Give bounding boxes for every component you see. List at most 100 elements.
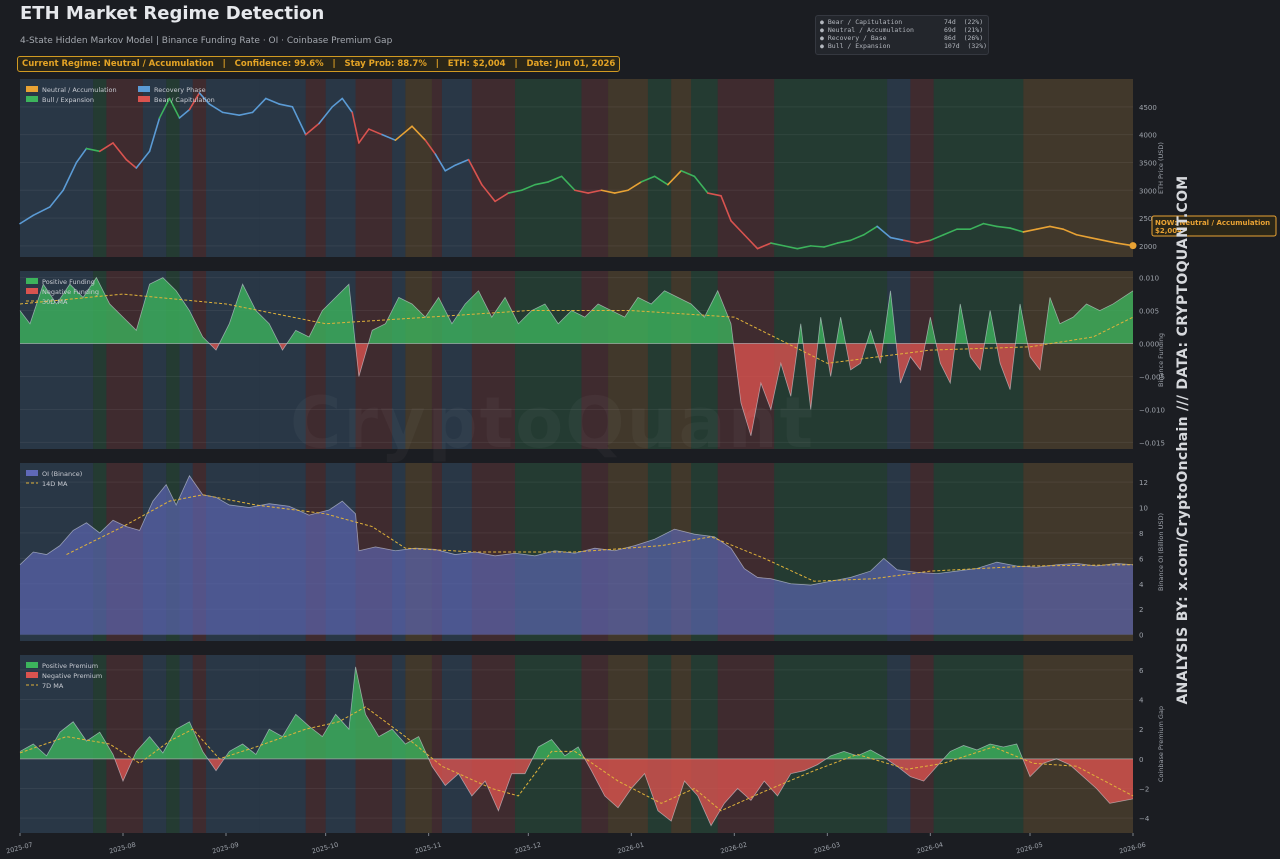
- price-segment: [667, 169, 682, 186]
- regime-band-bear: [355, 79, 393, 257]
- price-segment: [19, 214, 35, 225]
- regime-band-recovery: [887, 655, 911, 833]
- price-segment: [434, 153, 447, 172]
- x-tick-label: 2025-07: [5, 841, 33, 856]
- page-title: ETH Market Regime Detection: [20, 3, 325, 24]
- y-tick-label: −2: [1139, 786, 1149, 794]
- premium-ma-line: [19, 706, 1134, 812]
- price-segment: [809, 245, 825, 248]
- price-segment: [680, 169, 696, 178]
- premium-negative-area: [114, 758, 1133, 826]
- price-segment: [770, 242, 785, 247]
- regime-band-neutral: [608, 79, 648, 257]
- regime-band-bear: [581, 79, 609, 257]
- price-segment: [613, 189, 629, 194]
- regime-band-bear: [106, 655, 143, 833]
- price-segment: [467, 158, 483, 186]
- price-segment: [627, 181, 643, 192]
- regime-band-bull: [515, 271, 582, 449]
- y-tick-label: 0.000: [1139, 341, 1159, 349]
- regime-band-recovery: [392, 79, 406, 257]
- price-segment: [823, 242, 839, 248]
- y-tick-label: 6: [1139, 555, 1144, 563]
- legend-swatch: [26, 86, 38, 92]
- price-segment: [32, 206, 51, 217]
- regime-band-neutral: [608, 655, 648, 833]
- y-tick-label: 0: [1139, 756, 1143, 764]
- legend-label: 14D MA: [42, 480, 68, 488]
- price-segment: [560, 175, 576, 192]
- regime-status-bar: Current Regime: Neutral / Accumulation |…: [17, 56, 621, 72]
- regime-band-recovery: [179, 271, 193, 449]
- price-segment: [836, 239, 852, 244]
- y-tick-label: −0.010: [1139, 406, 1165, 414]
- y-axis-label: Coinbase Premium Gap: [1157, 706, 1165, 782]
- price-segment: [168, 97, 181, 119]
- y-tick-label: 0: [1139, 632, 1143, 640]
- regime-band-recovery: [142, 79, 167, 257]
- regime-band-bear: [471, 655, 516, 833]
- attribution-text: ANALYSIS BY: x.com/CryptoOnchain /// DAT…: [1175, 175, 1191, 705]
- price-segment: [693, 175, 709, 194]
- y-tick-label: 3500: [1139, 159, 1157, 167]
- legend-label: OI (Binance): [42, 470, 82, 478]
- legend-label: Negative Funding: [42, 288, 99, 296]
- price-segment: [730, 220, 746, 236]
- price-segment: [783, 245, 799, 250]
- legend-swatch: [138, 86, 150, 92]
- stats-label-recovery: ● Recovery / Base: [820, 34, 887, 42]
- price-segment: [394, 125, 413, 141]
- x-tick-label: 2026-01: [617, 841, 645, 856]
- current-price-dot: [1129, 242, 1137, 250]
- price-segment: [148, 117, 161, 153]
- legend-swatch: [26, 672, 38, 678]
- price-segment: [368, 128, 383, 136]
- x-tick-label: 2026-04: [916, 841, 944, 856]
- price-segment: [158, 97, 171, 119]
- watermark-text: CryptoQuant: [290, 382, 815, 464]
- price-segment: [125, 158, 138, 169]
- regime-band-bull: [774, 79, 888, 257]
- y-axis-label: Binance Funding: [1157, 333, 1165, 387]
- regime-band-recovery: [887, 79, 911, 257]
- y-tick-label: 8: [1139, 530, 1143, 538]
- regime-band-recovery: [206, 655, 260, 833]
- price-segment: [1075, 233, 1091, 239]
- stats-label-bear: ● Bear / Capitulation: [820, 18, 903, 26]
- regime-band-recovery: [325, 79, 356, 257]
- price-segment: [916, 239, 932, 244]
- price-segment: [454, 158, 470, 167]
- x-tick-label: 2025-09: [211, 841, 239, 856]
- now-annotation-value: $2,004: [1155, 227, 1182, 235]
- price-segment: [331, 97, 344, 108]
- regime-band-recovery: [259, 79, 306, 257]
- regime-band-bull: [515, 79, 582, 257]
- legend-label: Bull / Expansion: [42, 96, 94, 104]
- price-segment: [85, 147, 101, 153]
- price-segment: [942, 228, 958, 236]
- y-tick-label: 4500: [1139, 104, 1157, 112]
- y-tick-label: 2000: [1139, 243, 1157, 251]
- regime-band-bull: [933, 655, 1024, 833]
- price-segment: [902, 239, 918, 244]
- x-tick-label: 2026-06: [1118, 841, 1146, 856]
- x-tick-label: 2025-12: [514, 841, 542, 856]
- regime-band-bull: [647, 79, 672, 257]
- y-tick-label: 0.010: [1139, 275, 1159, 283]
- regime-band-neutral: [671, 79, 692, 257]
- price-segment: [982, 222, 998, 228]
- price-segment: [1062, 228, 1078, 236]
- regime-band-recovery: [259, 271, 306, 449]
- regime-band-bear: [910, 655, 934, 833]
- price-segment: [444, 164, 457, 172]
- x-tick-label: 2025-10: [311, 841, 339, 856]
- y-tick-label: 2: [1139, 726, 1143, 734]
- price-segment: [238, 111, 254, 116]
- regime-band-bull: [93, 79, 107, 257]
- legend-label: Neutral / Accumulation: [42, 86, 117, 94]
- stats-label-bull: ● Bull / Expansion: [820, 42, 891, 50]
- legend-label: Bear / Capitulation: [154, 96, 215, 104]
- regime-band-bear: [717, 79, 775, 257]
- stats-days-recovery: 86d (26%): [944, 34, 984, 42]
